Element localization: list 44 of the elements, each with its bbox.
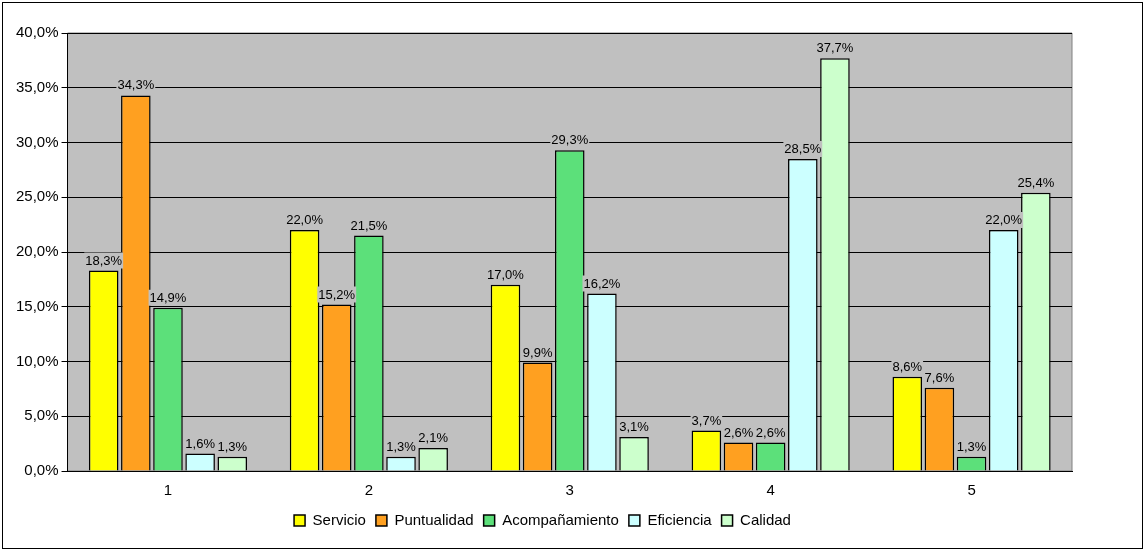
- x-tick-label: 4: [766, 481, 775, 499]
- data-label: 3,1%: [619, 419, 650, 435]
- y-tick-label: 20,0%: [15, 242, 59, 260]
- y-tick-label: 25,0%: [15, 187, 59, 205]
- data-label: 7,6%: [924, 369, 955, 385]
- legend-label: Acompañamiento: [502, 510, 619, 528]
- data-label: 22,0%: [985, 212, 1023, 228]
- data-label: 8,6%: [892, 358, 923, 374]
- legend-label: Puntualidad: [394, 510, 474, 528]
- data-label: 15,2%: [318, 286, 356, 302]
- x-tick-label: 2: [364, 481, 374, 499]
- y-tick-label: 35,0%: [15, 77, 59, 95]
- legend-label: Eficiencia: [647, 510, 713, 528]
- data-label: 9,9%: [522, 344, 553, 360]
- x-tick-label: 5: [967, 481, 976, 499]
- data-label: 14,9%: [149, 289, 187, 305]
- y-tick-label: 10,0%: [15, 351, 59, 369]
- y-tick-label: 40,0%: [15, 23, 59, 41]
- data-label: 29,3%: [551, 132, 589, 148]
- data-label: 37,7%: [816, 40, 854, 56]
- data-label: 21,5%: [350, 217, 388, 233]
- data-label: 2,6%: [755, 424, 786, 440]
- y-tick-label: 15,0%: [15, 296, 59, 314]
- data-label: 18,3%: [85, 252, 123, 268]
- y-tick-label: 30,0%: [15, 132, 59, 150]
- data-label: 28,5%: [784, 141, 822, 156]
- data-label: 2,6%: [723, 424, 754, 440]
- data-label: 1,3%: [386, 438, 417, 454]
- data-label: 25,4%: [1017, 174, 1055, 190]
- x-tick-label: 3: [565, 481, 574, 499]
- legend-label: Calidad: [740, 510, 791, 528]
- legend-label: Servicio: [312, 510, 366, 528]
- data-label: 1,3%: [217, 438, 248, 454]
- data-label: 16,2%: [583, 275, 621, 291]
- data-label: 34,3%: [117, 77, 155, 93]
- y-tick-label: 0,0%: [24, 461, 59, 479]
- data-label: 22,0%: [286, 212, 324, 228]
- data-label: 3,7%: [691, 412, 722, 428]
- x-tick-label: 1: [163, 481, 173, 499]
- y-tick-label: 5,0%: [24, 406, 59, 424]
- data-label: 17,0%: [487, 266, 525, 282]
- data-label: 1,6%: [185, 435, 216, 451]
- data-label: 1,3%: [956, 438, 987, 454]
- data-label: 2,1%: [418, 430, 449, 446]
